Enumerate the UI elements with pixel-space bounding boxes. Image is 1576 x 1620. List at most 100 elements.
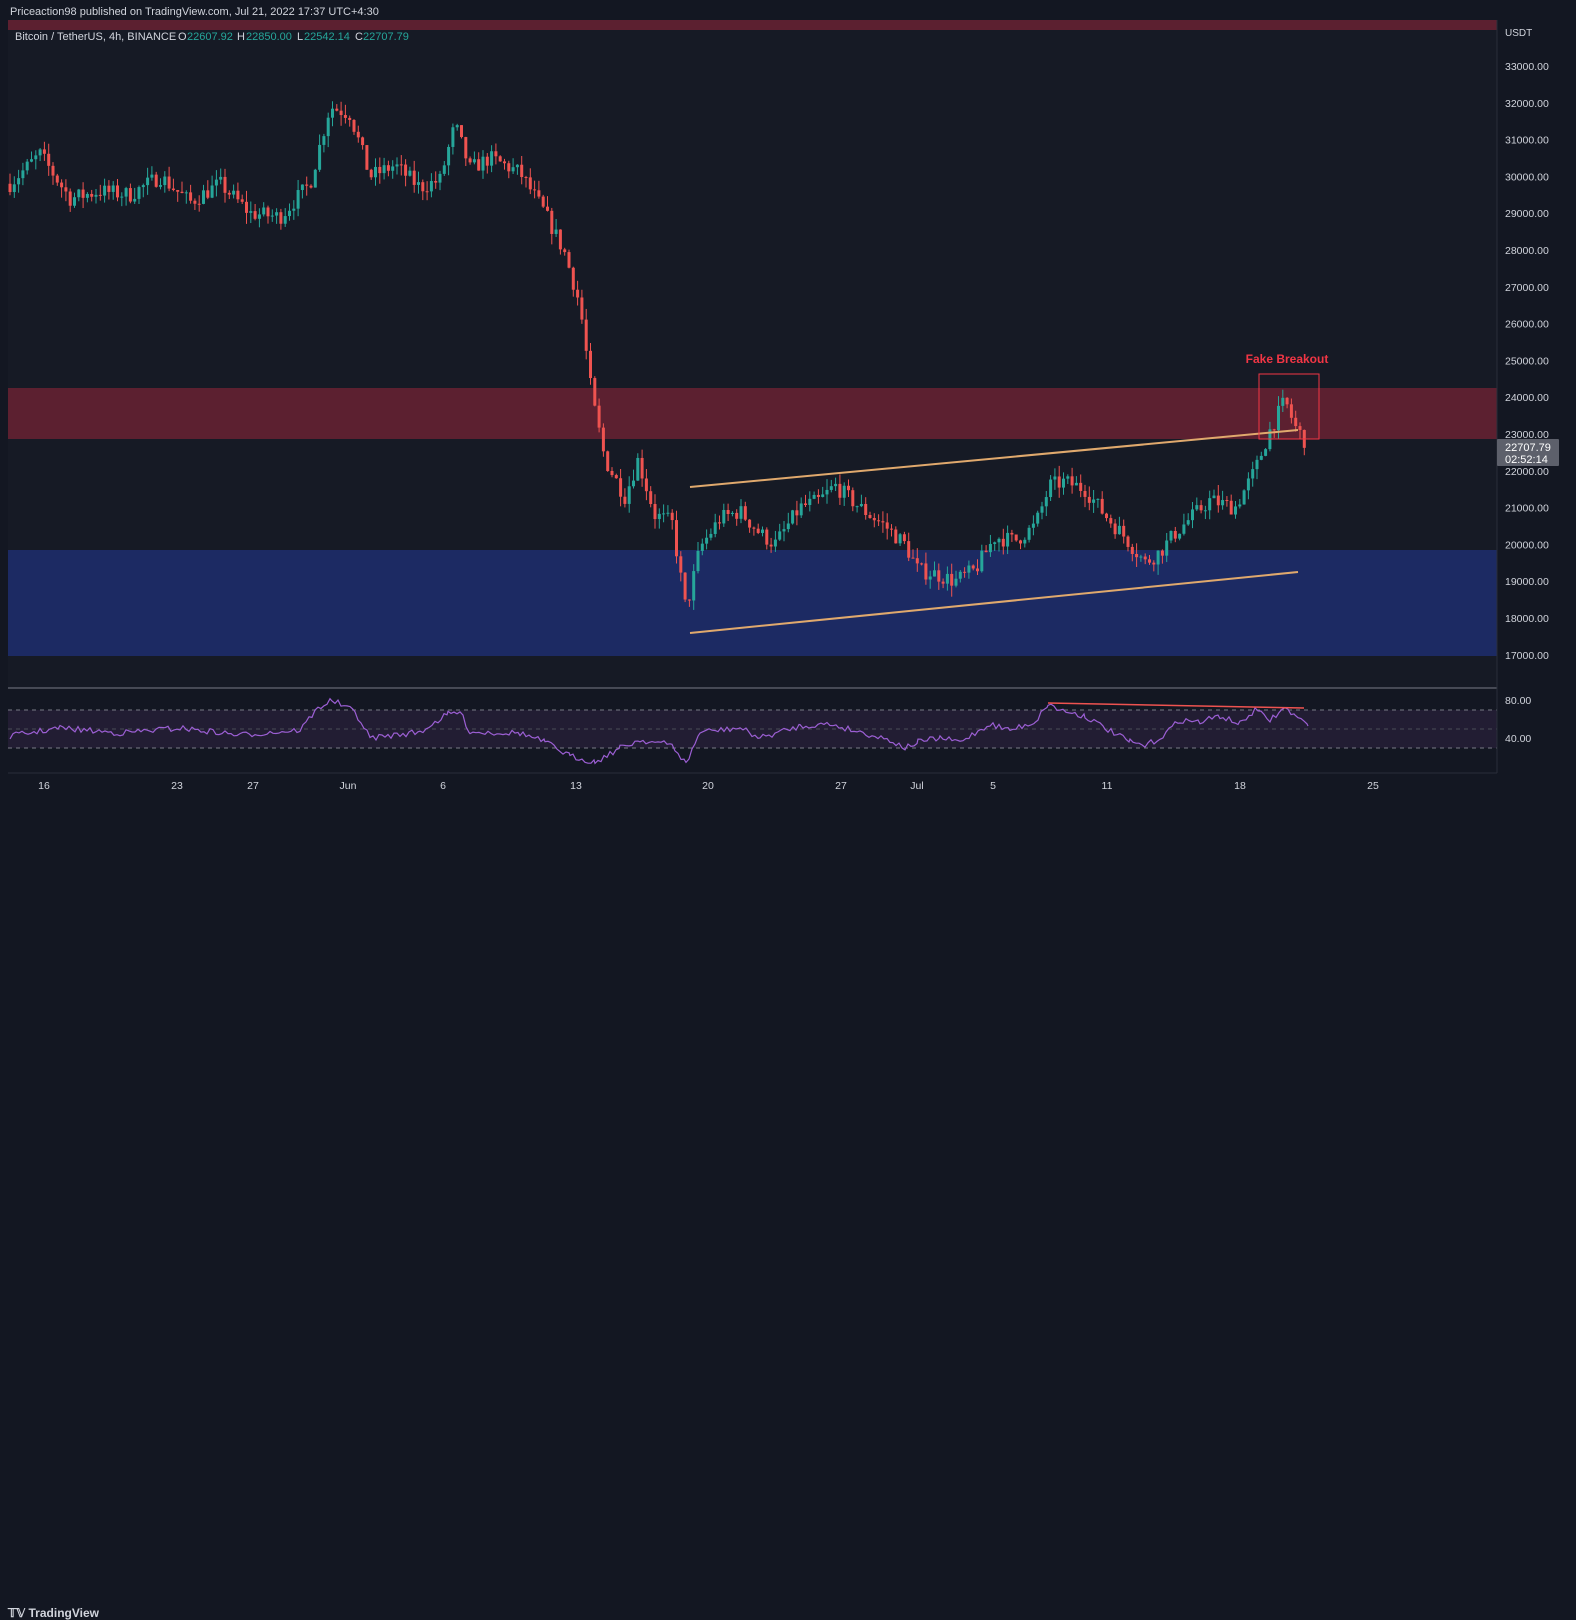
candle-body: [167, 176, 171, 189]
candle-body: [434, 181, 438, 183]
current-price-label: 22707.79: [1505, 442, 1551, 454]
candle-body: [1074, 482, 1078, 486]
candlestick-chart[interactable]: Fake Breakout Bitcoin / TetherUS, 4h, BI…: [0, 0, 1576, 830]
time-tick-label: 13: [570, 780, 582, 792]
candle-body: [851, 490, 855, 507]
lower-trendline[interactable]: [689, 571, 1299, 634]
price-axis[interactable]: [1497, 20, 1576, 800]
candle-body: [782, 529, 786, 532]
candle-body: [1023, 539, 1027, 544]
candle-body: [971, 565, 975, 569]
candle-body: [730, 512, 734, 514]
candle-body: [447, 146, 451, 166]
candle-body: [1152, 562, 1156, 565]
price-tick-label: 18000.00: [1505, 613, 1549, 625]
candle-body: [494, 151, 498, 157]
candle-body: [829, 486, 833, 490]
rsi-tick-80: 80.00: [1505, 695, 1531, 707]
candle-body: [804, 503, 807, 506]
candle-body: [1212, 495, 1216, 499]
candle-body: [219, 176, 223, 180]
candles-group: [8, 101, 1306, 610]
candle-body: [877, 520, 881, 522]
candle-body: [94, 194, 98, 197]
rsi-divergence-line[interactable]: [1047, 702, 1305, 709]
candle-body: [1122, 525, 1126, 537]
candle-body: [460, 125, 463, 138]
candle-body: [662, 513, 666, 515]
tradingview-brand: TradingView: [28, 1606, 99, 1620]
upper-trendline[interactable]: [689, 429, 1299, 488]
candle-body: [868, 515, 872, 518]
candle-body: [1281, 397, 1285, 406]
resistance-zone: [8, 388, 1497, 439]
candle-body: [533, 189, 537, 191]
candle-body: [249, 211, 253, 213]
time-tick-label: Jun: [340, 780, 357, 792]
candle-body: [30, 159, 33, 162]
candle-body: [945, 573, 949, 584]
price-ticks: 33000.00 32000.00 31000.00 30000.00 29000.00…: [1505, 61, 1549, 662]
candle-body: [619, 478, 623, 497]
candle-body: [245, 201, 248, 213]
candle-body: [653, 504, 657, 520]
rsi-tick-40: 40.00: [1505, 733, 1531, 745]
candle-body: [120, 196, 124, 198]
candle-body: [675, 520, 678, 557]
candle-body: [1113, 523, 1117, 535]
candle-body: [567, 252, 571, 268]
candle-body: [1203, 510, 1207, 512]
candle-body: [60, 182, 64, 188]
candle-body: [821, 494, 825, 497]
candle-body: [687, 599, 691, 601]
current-price-tag: [1497, 439, 1559, 466]
candle-body: [580, 297, 584, 320]
candle-body: [1049, 479, 1053, 498]
candle-body: [236, 190, 240, 200]
time-tick-label: 23: [171, 780, 183, 792]
candle-body: [253, 211, 257, 219]
candle-body: [408, 170, 412, 176]
candle-body: [1130, 546, 1134, 554]
candle-body: [842, 485, 846, 498]
candle-body: [55, 175, 59, 183]
candle-body: [885, 522, 889, 529]
candle-body: [382, 165, 386, 174]
time-tick-label: 16: [38, 780, 50, 792]
time-axis[interactable]: [8, 773, 1497, 798]
candle-body: [1173, 530, 1177, 539]
candle-body: [644, 478, 648, 492]
candle-body: [85, 193, 89, 198]
candle-body: [1165, 540, 1169, 556]
candle-body: [262, 207, 266, 215]
candle-body: [709, 533, 713, 538]
fake-breakout-box[interactable]: [1258, 373, 1320, 440]
candle-body: [111, 185, 115, 192]
candle-body: [275, 212, 279, 216]
price-tick-label: 30000.00: [1505, 171, 1549, 183]
candle-body: [649, 491, 653, 505]
candle-body: [386, 165, 390, 171]
candle-body: [141, 185, 145, 188]
candle-body: [193, 200, 197, 204]
candle-body: [520, 164, 524, 178]
time-tick-label: 27: [247, 780, 259, 792]
time-tick-label: 20: [702, 780, 714, 792]
open-value: 22607.92: [187, 31, 233, 43]
candle-body: [941, 581, 945, 584]
price-tick-label: 33000.00: [1505, 61, 1549, 73]
candle-body: [1096, 498, 1100, 500]
candle-body: [683, 572, 687, 600]
publish-header: Priceaction98 published on TradingView.c…: [0, 0, 1576, 22]
candle-body: [541, 196, 545, 207]
candle-body: [1259, 455, 1263, 460]
candle-body: [933, 570, 936, 577]
candle-body: [816, 494, 820, 497]
high-label: H: [237, 31, 245, 43]
candle-body: [872, 517, 876, 521]
candle-body: [1057, 476, 1061, 488]
candle-body: [1298, 426, 1302, 430]
candle-body: [313, 169, 317, 188]
candle-body: [214, 179, 218, 186]
candle-body: [154, 174, 158, 187]
